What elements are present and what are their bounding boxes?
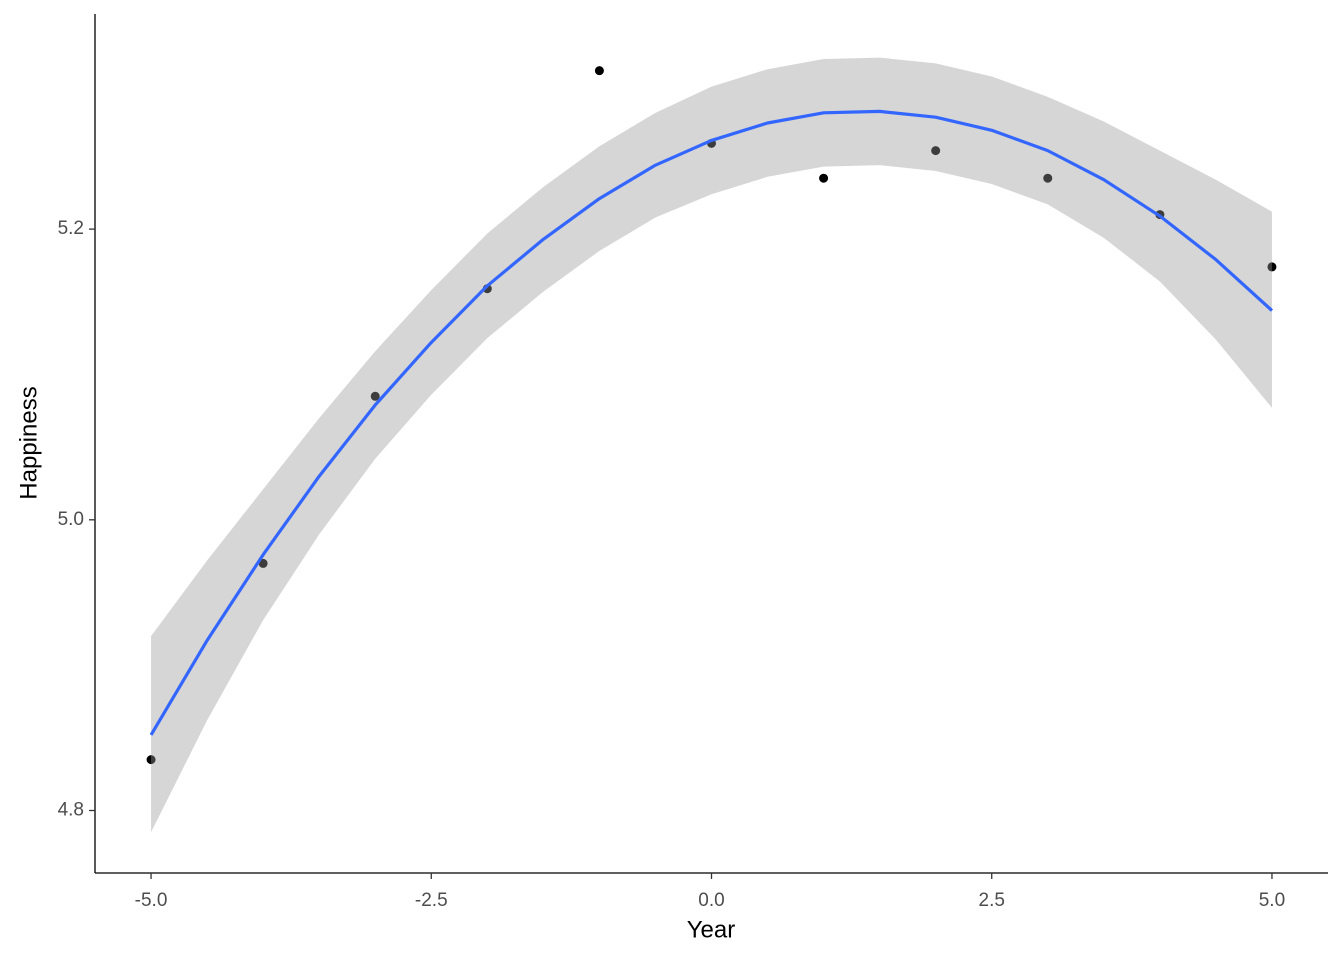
data-point (594, 66, 604, 76)
data-point (370, 391, 380, 401)
data-point (258, 558, 268, 568)
x-tick-label: -2.5 (415, 890, 448, 911)
data-point (146, 755, 156, 765)
x-tick-label: 2.5 (979, 890, 1005, 911)
x-axis-title: Year (687, 916, 736, 943)
x-tick-label: 0.0 (698, 890, 724, 911)
y-axis-title: Happiness (15, 386, 42, 499)
data-point (1267, 262, 1277, 272)
y-tick-label: 5.0 (58, 509, 84, 530)
confidence-band (151, 57, 1272, 833)
x-tick-label: -5.0 (135, 890, 168, 911)
data-point (1043, 173, 1053, 183)
data-point (931, 146, 941, 156)
fit-line (149, 109, 1274, 736)
x-tick-label: 5.0 (1259, 890, 1285, 911)
y-tick-label: 4.8 (58, 800, 84, 821)
data-point (819, 173, 829, 183)
y-tick-label: 5.2 (58, 218, 84, 239)
